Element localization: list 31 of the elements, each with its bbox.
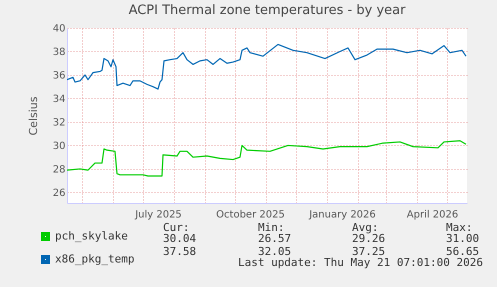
- x-tick-label: April 2026: [406, 210, 458, 220]
- text: Avg:: [352, 221, 378, 234]
- y-tick-label: 36: [52, 70, 66, 82]
- text: Last update: Thu May 21 07:01:00 2026: [238, 256, 483, 269]
- text: Max:: [446, 221, 472, 234]
- text: 26.57: [258, 232, 292, 245]
- y-tick-label: 30: [52, 140, 66, 152]
- text: 37.58: [163, 245, 196, 258]
- text: 56.65: [446, 245, 480, 258]
- text: 29.26: [352, 232, 386, 245]
- text: 32.05: [258, 245, 292, 258]
- y-tick-label: 34: [52, 94, 66, 105]
- line-series: [67, 44, 467, 90]
- text: Cur:: [163, 221, 190, 234]
- y-tick-label: 28: [52, 164, 66, 176]
- text: 30.04: [163, 232, 196, 245]
- text: 31.00: [446, 232, 480, 245]
- line-series: [67, 140, 467, 177]
- legend-label: x86_pkg_temp: [55, 252, 134, 266]
- x-tick-label: January 2026: [308, 210, 376, 220]
- y-axis-title: Celsius: [26, 96, 40, 136]
- y-tick-label: 38: [52, 46, 66, 58]
- text: 37.25: [352, 245, 386, 258]
- x-tick-label: July 2025: [134, 210, 182, 220]
- legend-label: pch_skylake: [55, 230, 128, 242]
- y-tick-label: 32: [52, 117, 66, 128]
- y-tick-label: 40: [52, 24, 66, 34]
- text: Min:: [258, 221, 284, 234]
- chart-title: ACPI Thermal zone temperatures - by year: [128, 3, 406, 18]
- x-tick-label: October 2025: [216, 210, 285, 220]
- y-tick-label: 26: [52, 188, 66, 199]
